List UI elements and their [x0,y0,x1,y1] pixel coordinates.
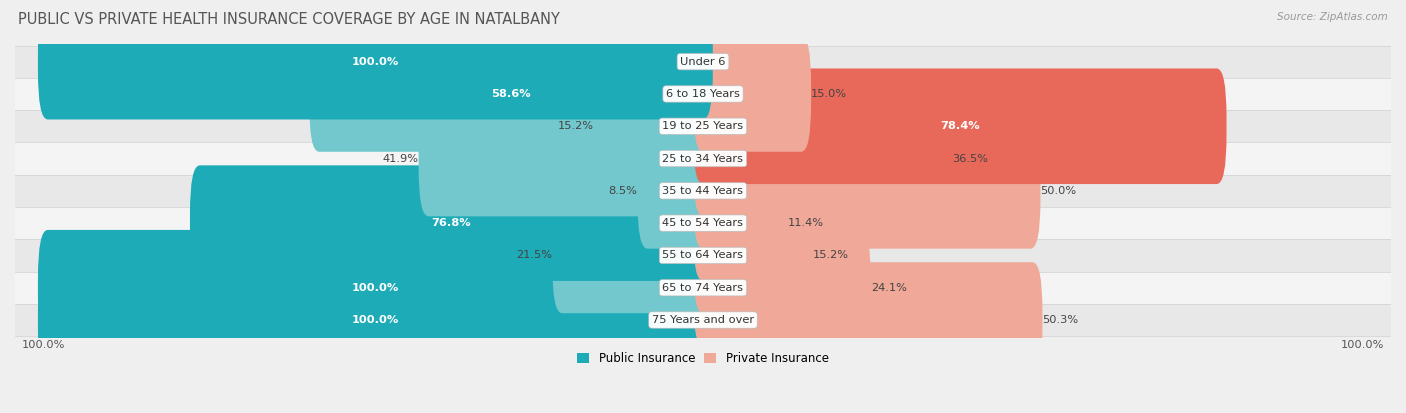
Text: 75 Years and over: 75 Years and over [652,315,754,325]
Text: 25 to 34 Years: 25 to 34 Years [662,154,744,164]
FancyBboxPatch shape [693,133,1040,249]
Text: 100.0%: 100.0% [352,283,399,293]
Text: 55 to 64 Years: 55 to 64 Years [662,250,744,261]
Legend: Public Insurance, Private Insurance: Public Insurance, Private Insurance [572,348,834,370]
Text: 78.4%: 78.4% [941,121,980,131]
FancyBboxPatch shape [419,101,713,216]
Text: 50.3%: 50.3% [1042,315,1078,325]
Bar [15,110,1391,142]
Text: 100.0%: 100.0% [1341,340,1385,350]
Text: 21.5%: 21.5% [516,250,553,261]
Text: 8.5%: 8.5% [609,186,637,196]
FancyBboxPatch shape [693,262,1042,378]
Text: 100.0%: 100.0% [352,315,399,325]
Text: 15.2%: 15.2% [813,250,848,261]
Text: PUBLIC VS PRIVATE HEALTH INSURANCE COVERAGE BY AGE IN NATALBANY: PUBLIC VS PRIVATE HEALTH INSURANCE COVER… [18,12,560,27]
Bar [15,207,1391,239]
Bar [15,78,1391,110]
Text: 11.4%: 11.4% [787,218,824,228]
Text: 50.0%: 50.0% [1040,186,1077,196]
Text: Under 6: Under 6 [681,57,725,66]
Bar [15,304,1391,336]
Text: 65 to 74 Years: 65 to 74 Years [662,283,744,293]
FancyBboxPatch shape [190,165,713,281]
FancyBboxPatch shape [693,165,787,281]
Text: Source: ZipAtlas.com: Source: ZipAtlas.com [1277,12,1388,22]
Text: 24.1%: 24.1% [870,283,907,293]
Text: 58.6%: 58.6% [491,89,531,99]
FancyBboxPatch shape [693,198,813,313]
FancyBboxPatch shape [309,36,713,152]
FancyBboxPatch shape [693,36,811,152]
Text: 15.2%: 15.2% [558,121,593,131]
FancyBboxPatch shape [38,262,713,378]
FancyBboxPatch shape [553,198,713,313]
Text: 35 to 44 Years: 35 to 44 Years [662,186,744,196]
FancyBboxPatch shape [693,101,952,216]
Text: 15.0%: 15.0% [811,89,848,99]
Text: 36.5%: 36.5% [952,154,988,164]
Bar [15,45,1391,78]
FancyBboxPatch shape [593,69,713,184]
FancyBboxPatch shape [693,69,1226,184]
Text: 45 to 54 Years: 45 to 54 Years [662,218,744,228]
Text: 76.8%: 76.8% [432,218,471,228]
Text: 100.0%: 100.0% [352,57,399,66]
FancyBboxPatch shape [38,230,713,346]
Text: 41.9%: 41.9% [382,154,419,164]
Text: 6 to 18 Years: 6 to 18 Years [666,89,740,99]
Text: 19 to 25 Years: 19 to 25 Years [662,121,744,131]
Bar [15,239,1391,272]
Bar [15,272,1391,304]
Bar [15,142,1391,175]
FancyBboxPatch shape [38,4,713,119]
Text: 100.0%: 100.0% [21,340,65,350]
Bar [15,175,1391,207]
FancyBboxPatch shape [693,230,870,346]
FancyBboxPatch shape [637,133,713,249]
